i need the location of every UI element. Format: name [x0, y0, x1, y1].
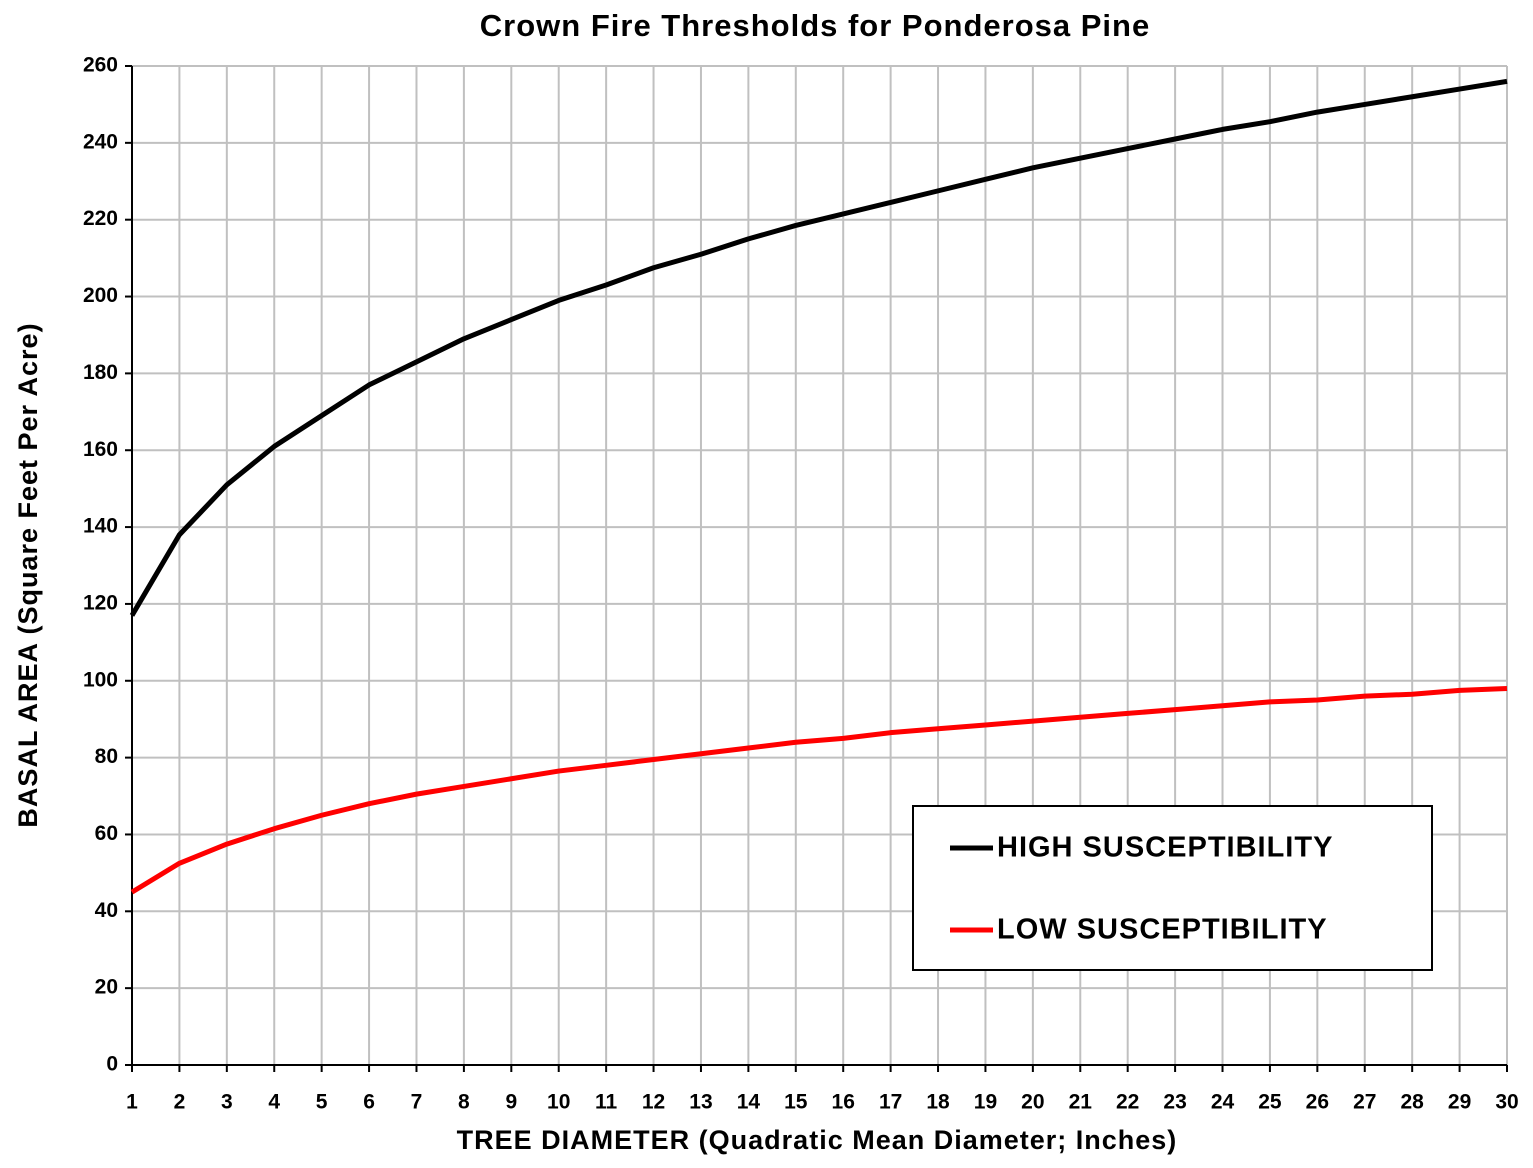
- x-tick-label: 19: [974, 1091, 997, 1114]
- series-line: [130, 685, 1508, 895]
- x-tick-label: 27: [1353, 1091, 1376, 1114]
- chart-title: Crown Fire Thresholds for Ponderosa Pine: [480, 8, 1150, 43]
- x-tick-label: 10: [547, 1091, 570, 1114]
- x-tick-label: 7: [411, 1091, 423, 1114]
- y-axis-title: BASAL AREA (Square Feet Per Acre): [13, 322, 43, 827]
- y-tick-label: 140: [83, 515, 118, 538]
- x-tick-label: 26: [1306, 1091, 1329, 1114]
- legend-label: HIGH SUSCEPTIBILITY: [997, 832, 1333, 864]
- y-tick-label: 60: [95, 822, 118, 845]
- x-tick-label: 4: [268, 1091, 280, 1114]
- y-tick-label: 120: [83, 591, 118, 614]
- x-tick-label: 21: [1069, 1091, 1093, 1114]
- y-tick-label: 80: [95, 745, 118, 768]
- x-tick-label: 13: [689, 1091, 712, 1114]
- y-tick-label: 260: [83, 54, 118, 77]
- y-tick-label: 0: [106, 1053, 118, 1076]
- y-tick-label: 240: [83, 130, 118, 153]
- x-tick-label: 20: [1021, 1091, 1044, 1114]
- y-tick-label: 40: [95, 899, 118, 922]
- x-tick-label: 17: [879, 1091, 902, 1114]
- x-tick-label: 18: [926, 1091, 950, 1114]
- y-tick-label: 220: [83, 207, 118, 230]
- legend: HIGH SUSCEPTIBILITY LOW SUSCEPTIBILITY: [912, 805, 1433, 971]
- x-tick-label: 29: [1448, 1091, 1471, 1114]
- x-tick-label: 3: [221, 1091, 233, 1114]
- y-tick-label: 180: [83, 361, 118, 384]
- x-tick-label: 15: [784, 1091, 808, 1114]
- x-tick-label: 2: [174, 1091, 186, 1114]
- x-tick-label: 11: [595, 1091, 618, 1114]
- x-tick-label: 8: [458, 1091, 470, 1114]
- legend-box: [912, 805, 1433, 971]
- x-tick-label: 24: [1211, 1091, 1235, 1114]
- x-axis-title: TREE DIAMETER (Quadratic Mean Diameter; …: [457, 1125, 1178, 1155]
- x-tick-label: 30: [1495, 1091, 1518, 1114]
- x-tick-label: 9: [505, 1091, 517, 1114]
- x-tick-label: 25: [1258, 1091, 1282, 1114]
- y-tick-label: 20: [95, 976, 118, 999]
- series-line: [129, 78, 1508, 617]
- y-tick-label: 160: [83, 438, 118, 461]
- y-tick-label: 200: [83, 284, 118, 307]
- x-tick-label: 16: [832, 1091, 855, 1114]
- x-tick-label: 14: [737, 1091, 761, 1114]
- y-tick-label: 100: [83, 668, 118, 691]
- x-tick-label: 6: [363, 1091, 375, 1114]
- x-tick-label: 1: [126, 1091, 138, 1114]
- x-tick-label: 28: [1400, 1091, 1424, 1114]
- legend-label: LOW SUSCEPTIBILITY: [997, 914, 1328, 946]
- x-tick-label: 12: [642, 1091, 665, 1114]
- x-tick-label: 23: [1163, 1091, 1186, 1114]
- x-tick-label: 22: [1116, 1091, 1139, 1114]
- x-tick-label: 5: [316, 1091, 328, 1114]
